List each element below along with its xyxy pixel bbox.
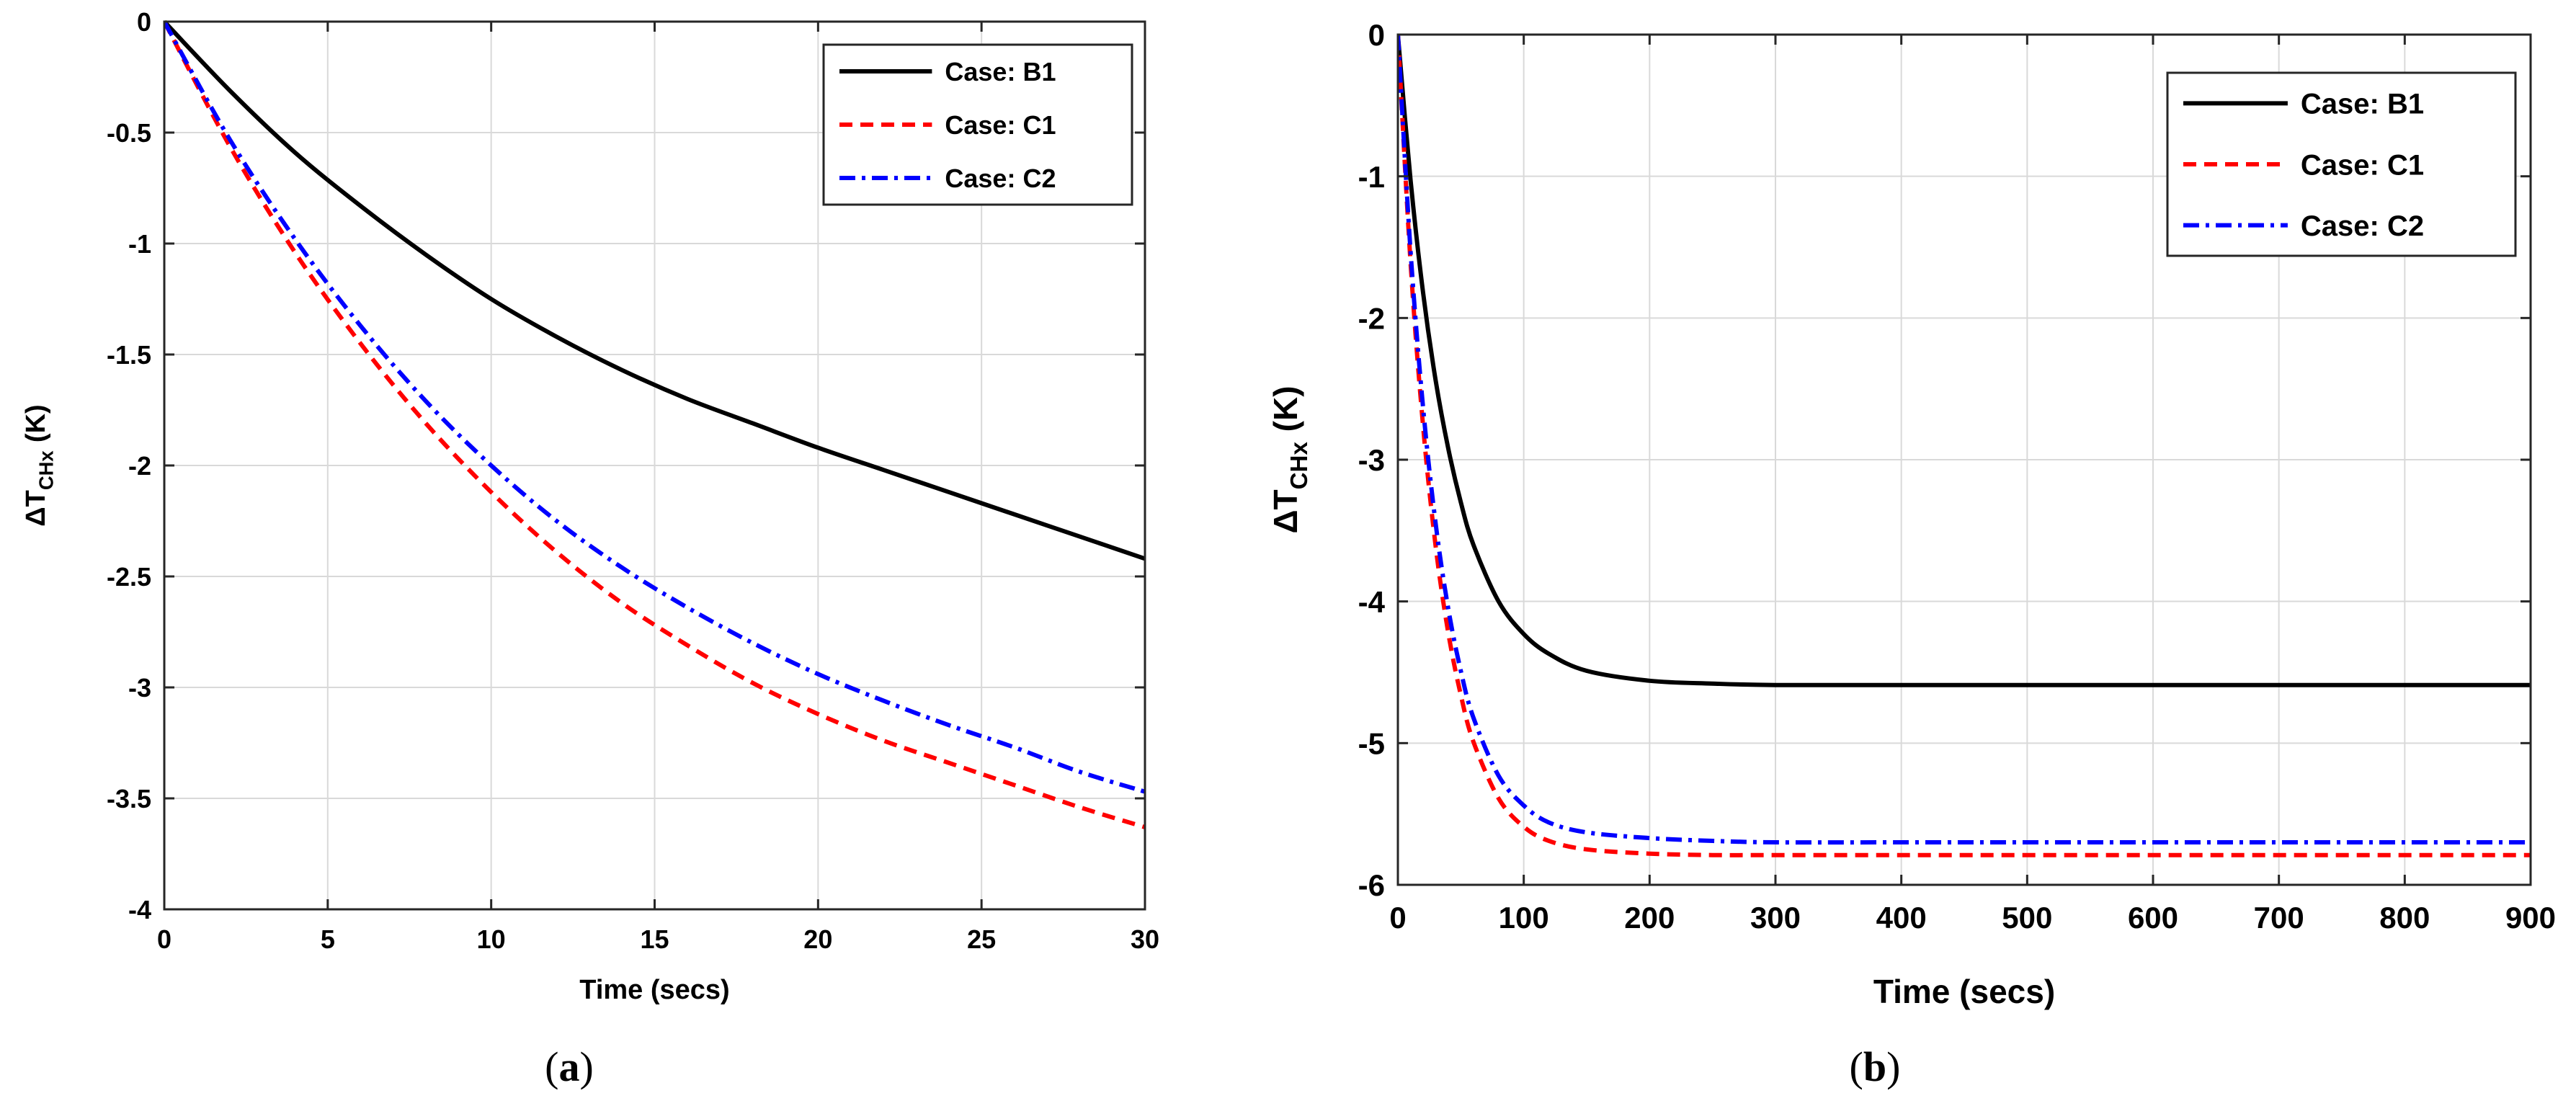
y-tick-label: 0 <box>137 7 151 37</box>
y-tick-label: -3.5 <box>107 784 151 813</box>
x-tick-label: 800 <box>2379 901 2430 935</box>
y-axis-label: ΔTCHx (K) <box>1267 385 1313 533</box>
y-tick-label: -2.5 <box>107 562 151 592</box>
x-tick-label: 200 <box>1624 901 1675 935</box>
panel-caption-letter: a <box>559 1043 580 1090</box>
x-tick-label: 30 <box>1131 924 1159 954</box>
series-line-case-c2 <box>164 20 1145 794</box>
legend: Case: B1 Case: C1 Case: C2 <box>2166 71 2517 257</box>
x-tick-label: 600 <box>2128 901 2178 935</box>
y-tick-label: -4 <box>128 895 151 924</box>
x-tick-label: 300 <box>1750 901 1801 935</box>
x-tick-label: 0 <box>1389 901 1406 935</box>
legend-label: Case: B1 <box>945 57 1056 86</box>
y-tick-label: -2 <box>1358 301 1385 335</box>
panel-caption: (b) <box>1850 1043 1901 1090</box>
y-tick-label: 0 <box>1368 18 1385 52</box>
x-tick-label: 100 <box>1499 901 1549 935</box>
panel-caption-close: ) <box>1886 1043 1900 1090</box>
series-line-case-b1 <box>164 19 1145 561</box>
x-tick-label: 400 <box>1876 901 1927 935</box>
x-axis-label: Time (secs) <box>1873 973 2055 1010</box>
panel-caption-open: ( <box>545 1043 558 1090</box>
x-tick-label: 500 <box>2002 901 2052 935</box>
y-tick-label: -6 <box>1358 868 1385 902</box>
y-tick-label: -1 <box>128 229 151 259</box>
y-tick-label: -5 <box>1358 726 1385 760</box>
y-tick-label: -3 <box>1358 443 1385 477</box>
series-line-case-c2 <box>1398 34 2531 845</box>
panel-caption-close: ) <box>580 1043 594 1090</box>
y-axis-label-symbol: ΔT <box>21 490 51 527</box>
y-tick-label: -4 <box>1358 585 1386 619</box>
y-axis-label-symbol: ΔT <box>1267 489 1304 533</box>
y-tick-label: -0.5 <box>107 118 151 148</box>
x-tick-label: 900 <box>2505 901 2556 935</box>
chart-panel-a: 0 5 10 15 20 25 30 0 -0.5 -1 -1.5 -2 -2.5 -3 -3.5 -4 Tim… <box>21 7 1159 1090</box>
legend-label: Case: C2 <box>945 164 1056 193</box>
y-axis-label-unit: (K) <box>21 404 51 442</box>
y-axis-label-subscript: CHx <box>35 450 57 491</box>
y-axis-label-unit: (K) <box>1267 385 1304 432</box>
panel-caption: (a) <box>545 1043 594 1090</box>
x-tick-label: 700 <box>2254 901 2304 935</box>
y-axis-label: ΔTCHx (K) <box>21 404 57 526</box>
y-tick-label: -2 <box>128 451 151 481</box>
panel-caption-letter: b <box>1863 1043 1886 1090</box>
legend-label: Case: C2 <box>2301 210 2424 242</box>
x-tick-label: 5 <box>321 924 335 954</box>
legend-label: Case: C1 <box>945 110 1056 140</box>
y-tick-label: -1.5 <box>107 340 151 370</box>
legend: Case: B1 Case: C1 Case: C2 <box>822 43 1133 206</box>
x-tick-label: 25 <box>967 924 996 954</box>
series-line-case-b1 <box>1398 34 2531 687</box>
legend-label: Case: C1 <box>2301 149 2424 181</box>
y-tick-label: -1 <box>1358 160 1385 194</box>
x-tick-label: 15 <box>640 924 669 954</box>
x-tick-label: 20 <box>803 924 832 954</box>
series-line-case-c1 <box>164 20 1145 829</box>
chart-panel-b: 0 100 200 300 400 500 600 700 800 900 0 -1 -2 -3 -4 -5 -… <box>1267 18 2556 1090</box>
x-tick-label: 0 <box>157 924 171 954</box>
y-axis-label-subscript: CHx <box>1286 442 1313 490</box>
x-axis-label: Time (secs) <box>579 975 729 1005</box>
y-tick-label: -3 <box>128 673 151 703</box>
x-tick-label: 10 <box>477 924 506 954</box>
series-line-case-c1 <box>1398 34 2531 857</box>
legend-label: Case: B1 <box>2301 89 2424 120</box>
panel-caption-open: ( <box>1850 1043 1863 1090</box>
